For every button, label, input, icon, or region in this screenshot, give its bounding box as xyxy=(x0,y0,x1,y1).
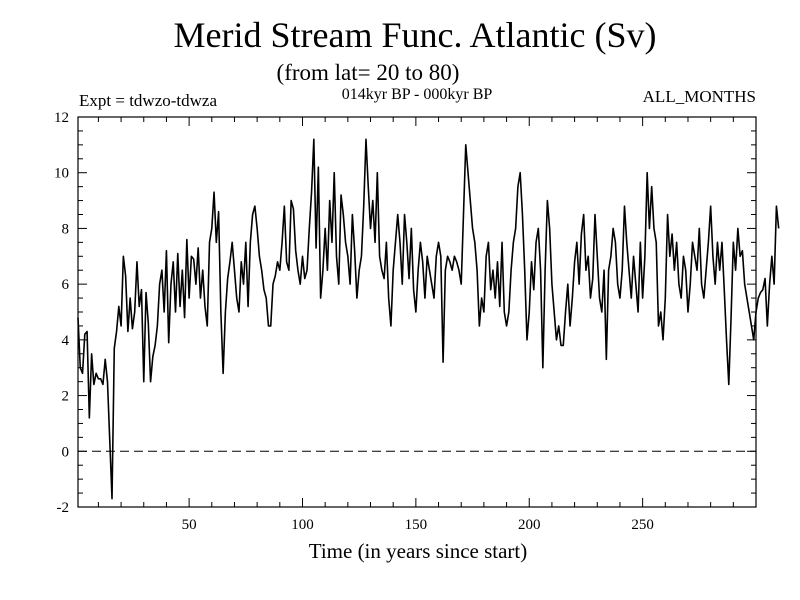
y-tick-label: 12 xyxy=(54,110,69,126)
experiment-label: Expt = tdwzo-tdwza xyxy=(79,91,217,110)
x-tick-label: 200 xyxy=(518,517,541,533)
chart-title: Merid Stream Func. Atlantic (Sv) xyxy=(173,15,657,55)
y-tick-label: 2 xyxy=(62,389,70,405)
x-tick-label: 50 xyxy=(182,517,197,533)
x-axis-label: Time (in years since start) xyxy=(309,539,528,563)
y-tick-label: 6 xyxy=(62,277,70,293)
chart-subtitle: (from lat= 20 to 80) xyxy=(276,60,460,85)
x-tick-label: 250 xyxy=(631,517,654,533)
period-label: 014kyr BP - 000kyr BP xyxy=(341,86,493,103)
series-line-0 xyxy=(77,138,780,500)
x-tick-label: 150 xyxy=(405,517,428,533)
y-tick-label: 10 xyxy=(54,166,69,182)
y-tick-label: -2 xyxy=(57,500,70,516)
months-label: ALL_MONTHS xyxy=(642,87,756,106)
plot-frame xyxy=(77,116,757,508)
y-tick-label: 4 xyxy=(62,333,70,349)
y-tick-label: 8 xyxy=(62,221,70,237)
x-tick-label: 100 xyxy=(291,517,314,533)
y-tick-label: 0 xyxy=(62,444,70,460)
